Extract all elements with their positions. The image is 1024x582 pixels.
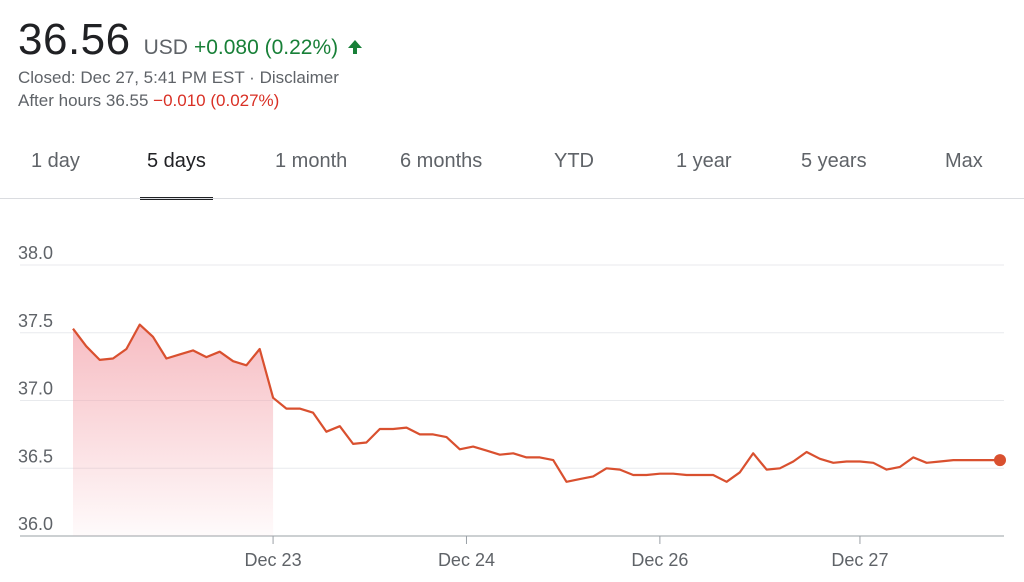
y-tick-label: 37.0 [18,379,53,399]
after-hours-change: −0.010 (0.027%) [153,91,280,110]
tabs-divider [0,198,1024,199]
price-row: 36.56 USD +0.080 (0.22%) [18,14,364,66]
tab-label: 5 days [147,150,206,172]
x-tick-label: Dec 27 [831,550,888,570]
x-tick-label: Dec 24 [438,550,495,570]
tab-label: Max [945,150,983,172]
tab-6-months[interactable]: 6 months [400,138,482,200]
y-tick-label: 36.5 [18,446,53,466]
tab-label: 1 day [31,150,80,172]
price-line [72,323,1000,483]
quote-header: 36.56 USD +0.080 (0.22%) Closed: Dec 27,… [18,14,364,112]
tab-label: YTD [554,150,594,172]
arrow-up-icon [346,38,364,56]
tab-label: 5 years [801,150,867,172]
tab-1-day[interactable]: 1 day [31,138,80,200]
price-area [73,324,274,536]
y-tick-label: 38.0 [18,243,53,263]
tab-1-year[interactable]: 1 year [676,138,732,200]
market-status: Closed: Dec 27, 5:41 PM EST · Disclaimer [18,68,339,87]
tab-1-month[interactable]: 1 month [275,138,347,200]
y-tick-label: 37.5 [18,311,53,331]
x-tick-label: Dec 26 [631,550,688,570]
current-price: 36.56 [18,15,131,64]
tab-5-years[interactable]: 5 years [801,138,867,200]
tab-label: 1 month [275,150,348,172]
after-hours-price: After hours 36.55 [18,91,149,110]
x-axis-ticks: Dec 23 Dec 24 Dec 26 Dec 27 [245,536,888,570]
range-tabs: 1 day 5 days 1 month 6 months YTD 1 year… [0,138,1024,200]
tab-5-days[interactable]: 5 days [140,138,213,200]
last-price-dot [994,454,1006,467]
tab-max[interactable]: Max [945,138,983,200]
currency-label: USD [143,36,188,59]
price-chart[interactable]: 38.037.537.036.536.0 Dec 23 Dec 24 Dec 26 D… [0,200,1024,582]
tab-label: 6 months [400,150,483,172]
tab-label: 1 year [676,150,732,172]
y-tick-label: 36.0 [18,514,53,534]
y-axis-ticks: 38.0 37.5 37.0 36.5 36.0 [18,243,53,534]
price-change: +0.080 (0.22%) [193,36,339,59]
after-hours-row: After hours 36.55 −0.010 (0.027%) [18,89,364,112]
x-tick-label: Dec 23 [245,550,302,570]
tab-ytd[interactable]: YTD [554,138,594,200]
